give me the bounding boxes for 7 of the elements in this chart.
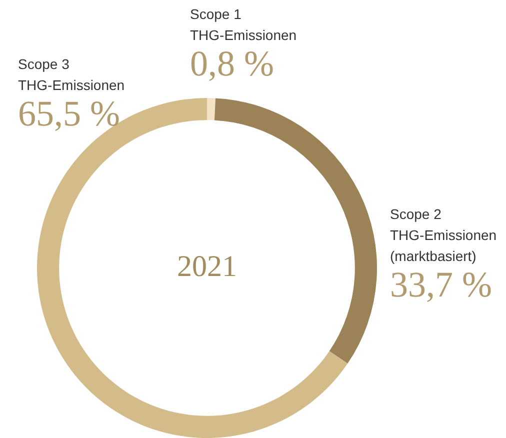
data-label: 33,7 % (390, 264, 492, 304)
slice-label: Scope 3 THG-Emissionen (18, 56, 125, 93)
slice-label: Scope 2 THG-Emissionen (marktbasiert) (390, 206, 497, 264)
data-label: 65,5 % (18, 93, 120, 134)
text: 2021 (177, 250, 237, 283)
data-label: 0,8 % (190, 43, 274, 84)
slice-label: Scope 1 THG-Emissionen (190, 6, 297, 43)
